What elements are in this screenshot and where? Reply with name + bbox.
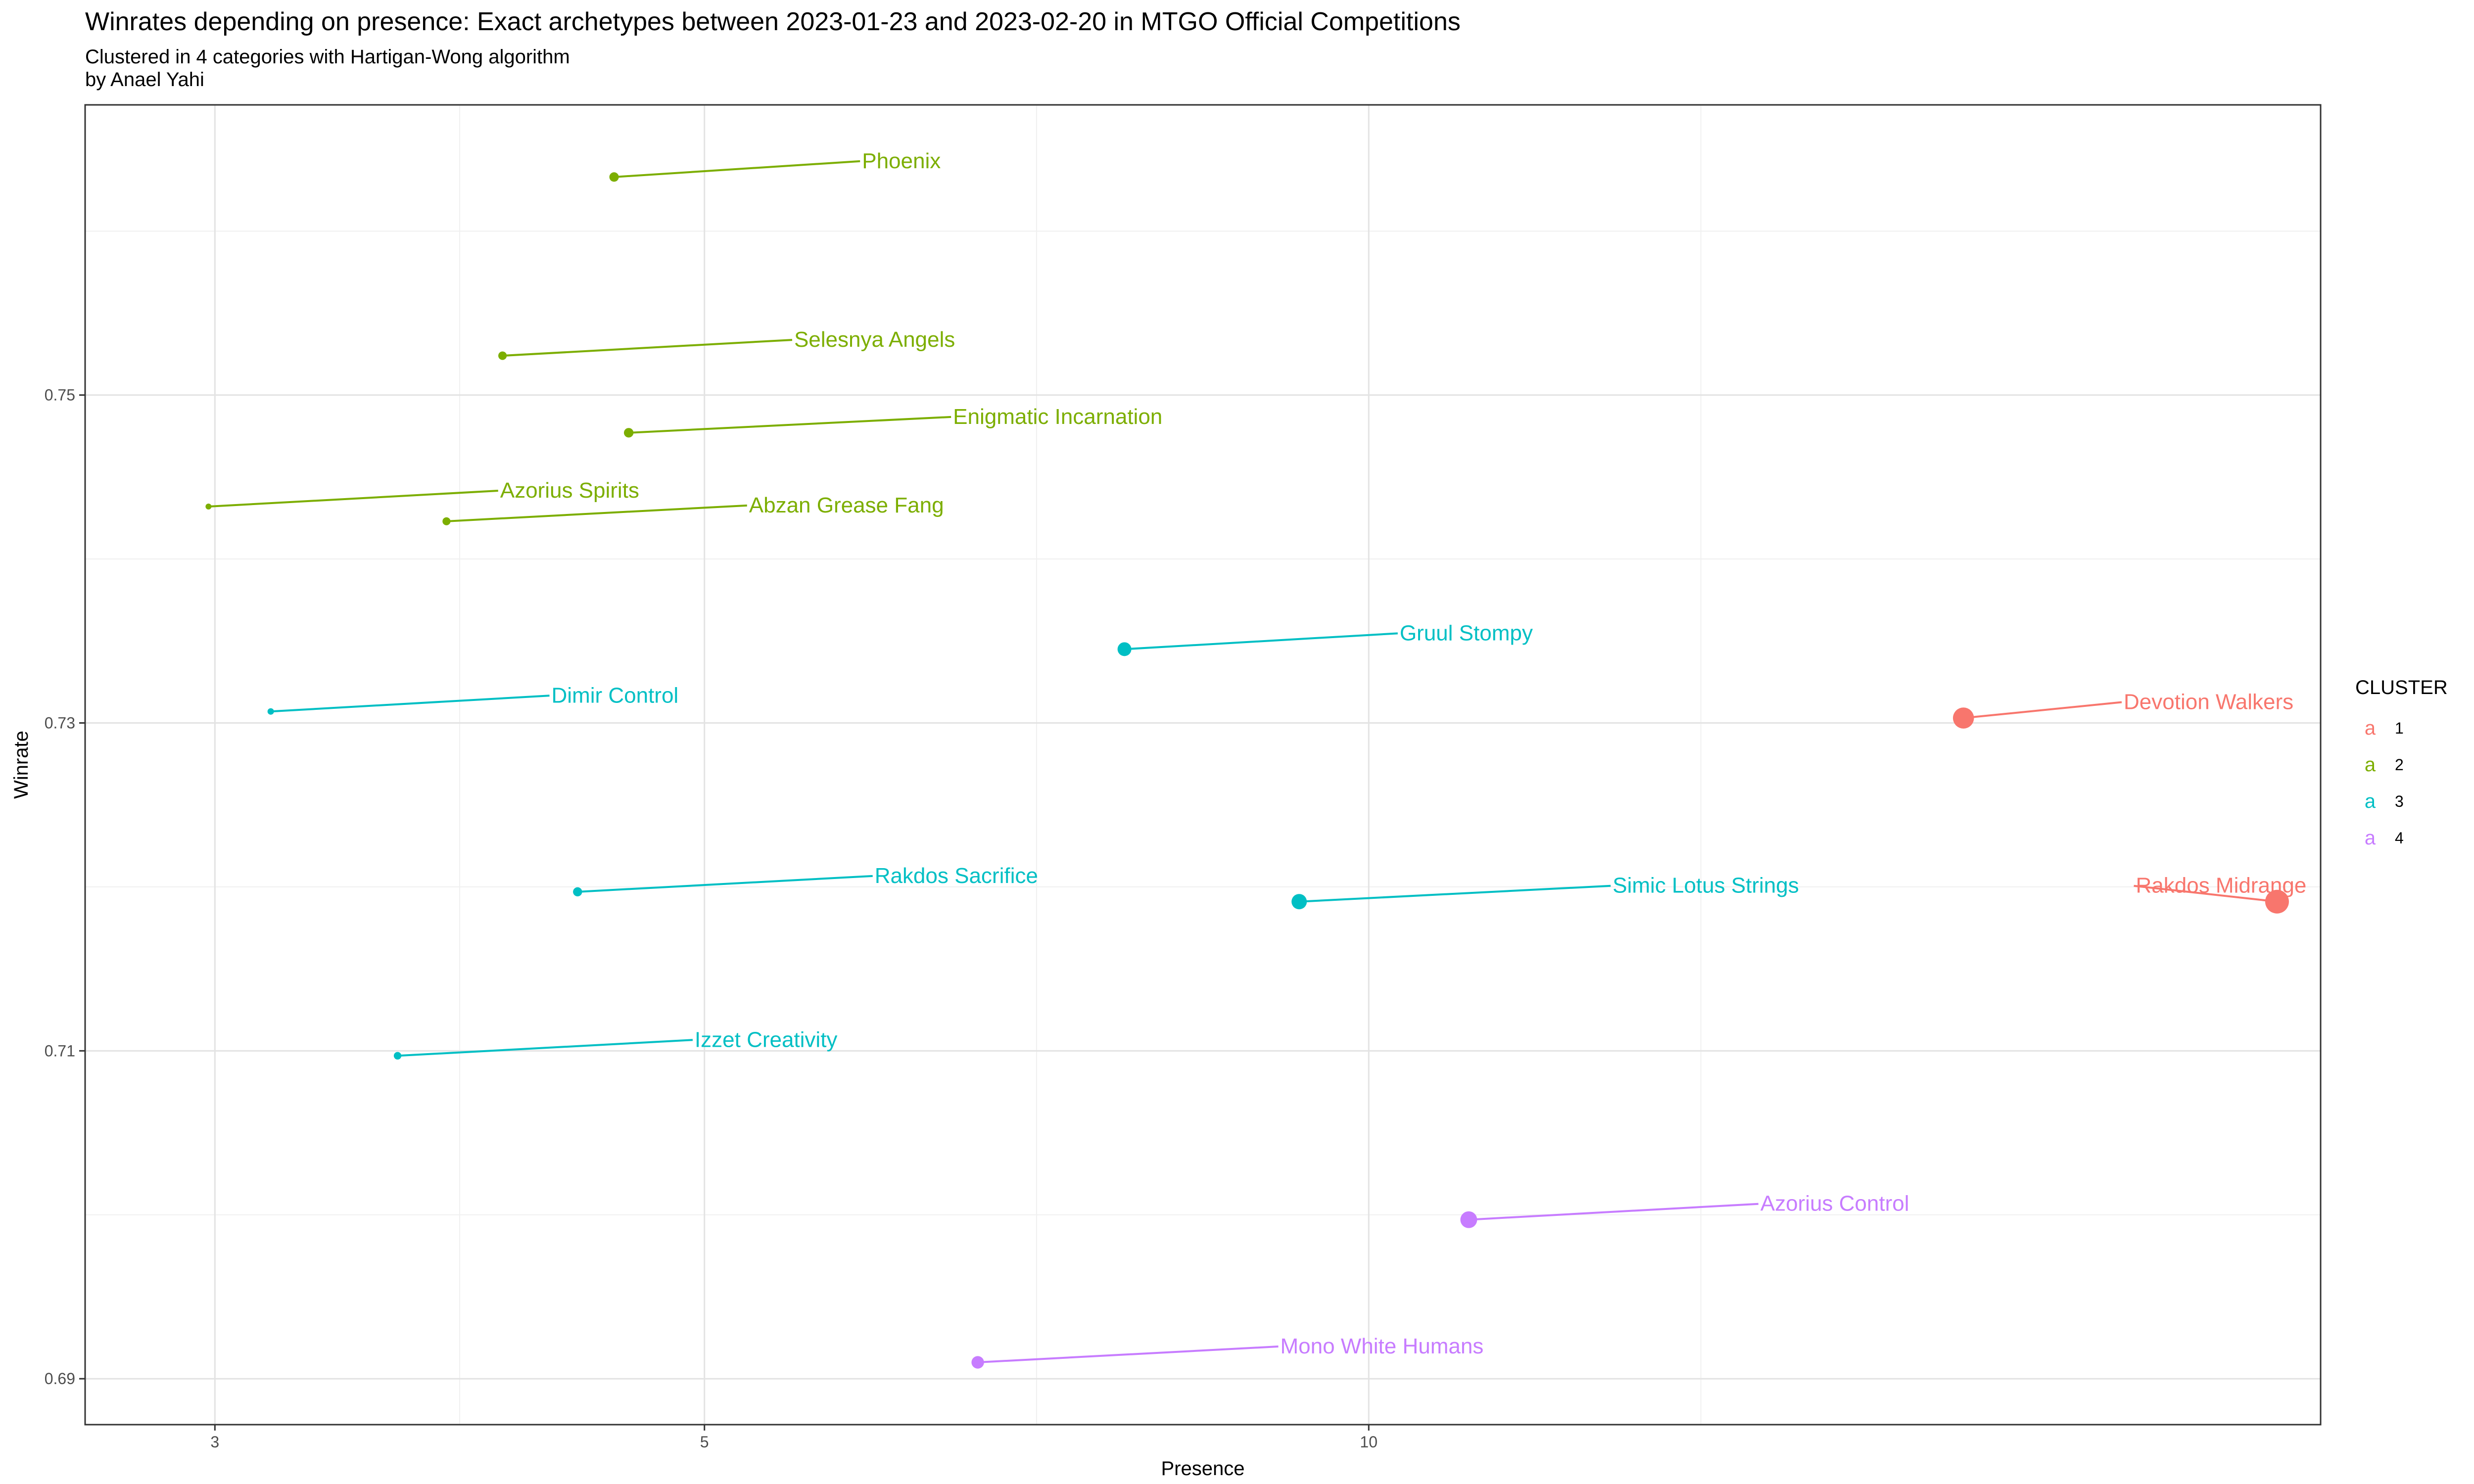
point-label: Abzan Grease Fang	[749, 493, 944, 517]
y-tick-label: 0.69	[45, 1370, 75, 1388]
label-connector	[2134, 884, 2278, 903]
data-point	[573, 887, 582, 897]
label-connector	[1963, 701, 2122, 719]
point-labels: Phoenix Selesnya Angels Enigmatic Incarnat…	[500, 149, 2307, 1358]
point-label: Selesnya Angels	[794, 327, 955, 352]
label-connector	[271, 695, 550, 713]
x-axis-title: Presence	[1161, 1458, 1245, 1480]
x-tick-label: 3	[210, 1433, 219, 1451]
chart-title: Winrates depending on presence: Exact ar…	[85, 7, 1461, 36]
y-axis: 0.69 0.71 0.73 0.75	[45, 386, 85, 1388]
label-connector	[1469, 1203, 1759, 1221]
label-connector	[628, 416, 952, 434]
subtitle-line-2: by Anael Yahi	[85, 69, 204, 91]
data-points	[205, 172, 2289, 1369]
legend-key: a	[2364, 827, 2376, 849]
data-point	[498, 351, 507, 360]
point-label: Dimir Control	[552, 683, 679, 707]
chart-subtitle: Clustered in 4 categories with Hartigan-…	[85, 46, 570, 91]
data-point	[1952, 707, 1974, 729]
point-label: Phoenix	[862, 149, 941, 173]
y-tick-label: 0.71	[45, 1042, 75, 1060]
data-point	[971, 1356, 984, 1369]
subtitle-line-1: Clustered in 4 categories with Hartigan-…	[85, 46, 570, 68]
x-tick-label: 10	[1360, 1433, 1378, 1451]
data-point	[2265, 889, 2289, 914]
legend-label: 1	[2395, 719, 2404, 737]
legend-key: a	[2364, 753, 2376, 776]
label-connector	[977, 1345, 1279, 1364]
point-label: Mono White Humans	[1280, 1334, 1483, 1358]
label-connector	[1299, 884, 1611, 903]
data-point	[205, 504, 212, 510]
legend-label: 3	[2395, 792, 2404, 810]
legend-key: a	[2364, 717, 2376, 739]
label-connector	[208, 490, 498, 508]
point-label: Izzet Creativity	[695, 1027, 838, 1052]
y-tick-label: 0.75	[45, 386, 75, 404]
point-label: Enigmatic Incarnation	[953, 405, 1162, 429]
y-tick-label: 0.73	[45, 714, 75, 732]
point-label: Azorius Control	[1760, 1192, 1909, 1216]
label-connector	[614, 160, 860, 178]
data-point	[1460, 1211, 1477, 1228]
data-point	[1291, 894, 1307, 910]
label-connector	[577, 875, 873, 893]
label-connector	[502, 339, 793, 357]
data-point	[267, 708, 274, 715]
data-point	[623, 428, 634, 438]
y-axis-title: Winrate	[10, 731, 32, 799]
data-point	[393, 1052, 402, 1060]
point-label: Azorius Spirits	[500, 478, 639, 503]
point-label: Gruul Stompy	[1400, 621, 1533, 645]
legend-label: 4	[2395, 829, 2404, 847]
legend-title: CLUSTER	[2355, 677, 2448, 698]
point-label: Simic Lotus Strings	[1613, 874, 1799, 898]
label-connector	[446, 504, 747, 522]
label-connectors	[208, 160, 2278, 1364]
major-gridlines	[85, 105, 2321, 1425]
data-point	[442, 517, 451, 525]
plot-panel-border	[84, 104, 2322, 1426]
x-tick-label: 5	[700, 1433, 709, 1451]
point-label: Devotion Walkers	[2124, 690, 2293, 714]
legend-label: 2	[2395, 755, 2404, 774]
label-connector	[397, 1039, 693, 1057]
point-label: Rakdos Midrange	[2136, 874, 2307, 898]
x-axis: 3 5 10	[210, 1425, 1378, 1451]
legend-key: a	[2364, 790, 2376, 812]
label-connector	[1124, 632, 1398, 650]
data-point	[1117, 642, 1132, 656]
minor-gridlines	[85, 105, 2321, 1425]
data-point	[609, 172, 619, 182]
point-label: Rakdos Sacrifice	[875, 864, 1038, 888]
